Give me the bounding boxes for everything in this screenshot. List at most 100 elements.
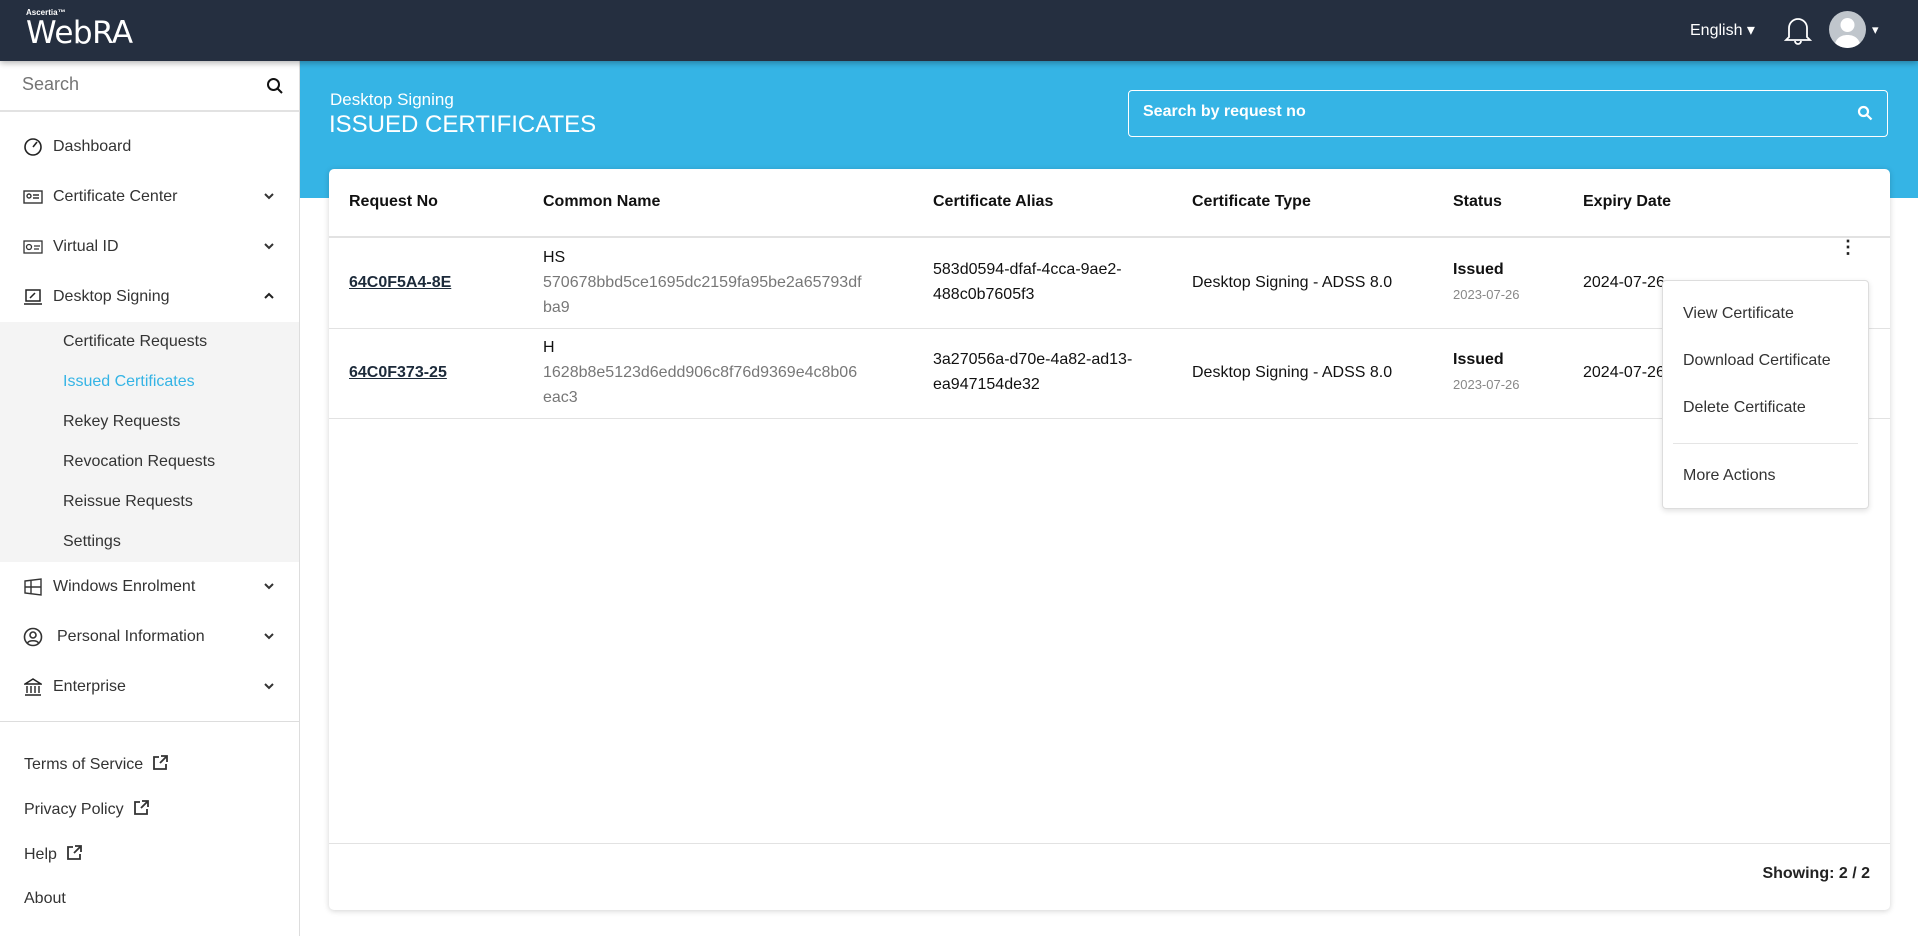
terms-of-service-link[interactable]: Terms of Service bbox=[24, 755, 169, 775]
sidebar: Dashboard Certificate Center Virtual ID … bbox=[0, 61, 300, 936]
chevron-down-icon bbox=[263, 579, 275, 597]
search-icon[interactable] bbox=[266, 77, 284, 100]
row-divider bbox=[329, 328, 1890, 329]
about-link[interactable]: About bbox=[24, 890, 66, 908]
sidebar-item-virtual-id[interactable]: Virtual ID bbox=[0, 227, 299, 267]
sidebar-item-enterprise[interactable]: Enterprise bbox=[0, 667, 299, 707]
column-header-certificate-type[interactable]: Certificate Type bbox=[1192, 193, 1311, 210]
menu-separator bbox=[1673, 443, 1858, 444]
sidebar-item-label: Dashboard bbox=[53, 138, 132, 155]
certificates-table-card: Request No Common Name Certificate Alias… bbox=[329, 169, 1890, 910]
brand-name: WebRA bbox=[26, 15, 133, 51]
footer-divider bbox=[329, 843, 1890, 844]
sidebar-item-personal-information[interactable]: Personal Information bbox=[0, 617, 299, 657]
column-header-request-no[interactable]: Request No bbox=[349, 193, 438, 210]
expiry-date: 2024-07-26 bbox=[1583, 364, 1665, 381]
column-header-status[interactable]: Status bbox=[1453, 193, 1502, 210]
link-label: About bbox=[24, 890, 66, 907]
top-bar: Ascertia™ WebRA English ▾ ▾ bbox=[0, 0, 1918, 61]
search-icon[interactable] bbox=[1857, 105, 1873, 126]
id-card-icon bbox=[23, 239, 43, 255]
webra-logo[interactable]: Ascertia™ WebRA bbox=[26, 8, 133, 51]
status-date: 2023-07-26 bbox=[1453, 377, 1520, 392]
privacy-policy-link[interactable]: Privacy Policy bbox=[24, 800, 149, 820]
sidebar-item-label: Desktop Signing bbox=[53, 288, 170, 305]
request-search bbox=[1128, 90, 1888, 137]
external-link-icon bbox=[153, 755, 169, 775]
submenu-rekey-requests[interactable]: Rekey Requests bbox=[63, 413, 181, 430]
link-label: Terms of Service bbox=[24, 756, 144, 773]
sidebar-item-label: Certificate Center bbox=[53, 188, 178, 205]
sidebar-search bbox=[0, 61, 299, 112]
certificate-type: Desktop Signing - ADSS 8.0 bbox=[1192, 274, 1393, 291]
menu-view-certificate[interactable]: View Certificate bbox=[1683, 305, 1794, 322]
row-divider bbox=[329, 418, 1890, 419]
notification-bell-icon[interactable] bbox=[1783, 15, 1813, 50]
sidebar-item-label: Windows Enrolment bbox=[53, 578, 196, 595]
common-name: HS 570678bbd5ce1695dc2159fa95be2a65793df… bbox=[543, 245, 863, 320]
sidebar-item-dashboard[interactable]: Dashboard bbox=[0, 127, 299, 167]
external-link-icon bbox=[133, 800, 149, 820]
sidebar-search-input[interactable] bbox=[22, 74, 252, 95]
language-selector[interactable]: English ▾ bbox=[1690, 22, 1755, 39]
help-link[interactable]: Help bbox=[24, 845, 82, 865]
status-badge: Issued bbox=[1453, 261, 1504, 278]
sidebar-item-label: Virtual ID bbox=[53, 238, 119, 255]
certificate-alias: 583d0594-dfaf-4cca-9ae2-488c0b7605f3 bbox=[933, 261, 1122, 303]
certificate-alias: 3a27056a-d70e-4a82-ad13-ea947154de32 bbox=[933, 351, 1133, 393]
link-label: Help bbox=[24, 846, 57, 863]
chevron-down-icon bbox=[263, 239, 275, 257]
common-name-hash: 1628b8e5123d6edd906c8f76d9369e4c8b06eac3 bbox=[543, 364, 858, 406]
external-link-icon bbox=[67, 845, 82, 865]
showing-count: Showing: 2 / 2 bbox=[1762, 865, 1870, 882]
common-name: H 1628b8e5123d6edd906c8f76d9369e4c8b06ea… bbox=[543, 335, 863, 410]
windows-icon bbox=[23, 578, 43, 596]
submenu-issued-certificates[interactable]: Issued Certificates bbox=[63, 373, 195, 390]
status-date: 2023-07-26 bbox=[1453, 287, 1520, 302]
request-no-link[interactable]: 64C0F5A4-8E bbox=[349, 274, 452, 291]
common-name-value: H bbox=[543, 339, 555, 356]
submenu-revocation-requests[interactable]: Revocation Requests bbox=[63, 453, 216, 470]
expiry-date: 2024-07-26 bbox=[1583, 274, 1665, 291]
sidebar-divider bbox=[0, 721, 299, 722]
desktop-signing-submenu: Certificate Requests Issued Certificates… bbox=[0, 322, 299, 562]
brand-small: Ascertia™ bbox=[26, 8, 66, 17]
menu-more-actions[interactable]: More Actions bbox=[1683, 467, 1776, 484]
breadcrumb[interactable]: Desktop Signing bbox=[330, 90, 454, 109]
page-title: ISSUED CERTIFICATES bbox=[329, 111, 597, 138]
sidebar-item-label: Enterprise bbox=[53, 678, 126, 695]
chevron-down-icon bbox=[263, 629, 275, 647]
user-circle-icon bbox=[23, 627, 43, 647]
menu-download-certificate[interactable]: Download Certificate bbox=[1683, 352, 1831, 369]
certificate-type: Desktop Signing - ADSS 8.0 bbox=[1192, 364, 1393, 381]
common-name-value: HS bbox=[543, 249, 566, 266]
sidebar-item-desktop-signing[interactable]: Desktop Signing bbox=[0, 277, 299, 317]
dashboard-icon bbox=[23, 137, 43, 157]
chevron-up-icon bbox=[263, 289, 275, 307]
column-header-certificate-alias[interactable]: Certificate Alias bbox=[933, 193, 1054, 210]
request-search-input[interactable] bbox=[1143, 103, 1823, 121]
user-menu-caret[interactable]: ▾ bbox=[1872, 22, 1879, 37]
sidebar-item-certificate-center[interactable]: Certificate Center bbox=[0, 177, 299, 217]
status: Issued 2023-07-26 bbox=[1453, 257, 1520, 307]
desktop-signing-icon bbox=[23, 288, 43, 306]
menu-delete-certificate[interactable]: Delete Certificate bbox=[1683, 399, 1806, 416]
submenu-settings[interactable]: Settings bbox=[63, 533, 121, 550]
sidebar-item-label: Personal Information bbox=[57, 628, 205, 645]
certificate-icon bbox=[23, 189, 43, 205]
user-avatar[interactable] bbox=[1829, 11, 1866, 48]
bank-icon bbox=[23, 678, 43, 696]
row-actions-menu: View Certificate Download Certificate De… bbox=[1662, 280, 1869, 509]
more-options-icon[interactable]: ⋮ bbox=[1839, 237, 1857, 257]
request-no-link[interactable]: 64C0F373-25 bbox=[349, 364, 447, 381]
status: Issued 2023-07-26 bbox=[1453, 347, 1520, 397]
submenu-certificate-requests[interactable]: Certificate Requests bbox=[63, 333, 208, 350]
header-divider bbox=[329, 236, 1890, 238]
submenu-reissue-requests[interactable]: Reissue Requests bbox=[63, 493, 193, 510]
chevron-down-icon bbox=[263, 189, 275, 207]
column-header-expiry-date[interactable]: Expiry Date bbox=[1583, 193, 1672, 210]
common-name-hash: 570678bbd5ce1695dc2159fa95be2a65793dfba9 bbox=[543, 274, 862, 316]
sidebar-item-windows-enrolment[interactable]: Windows Enrolment bbox=[0, 567, 299, 607]
column-header-common-name[interactable]: Common Name bbox=[543, 193, 661, 210]
status-badge: Issued bbox=[1453, 351, 1504, 368]
